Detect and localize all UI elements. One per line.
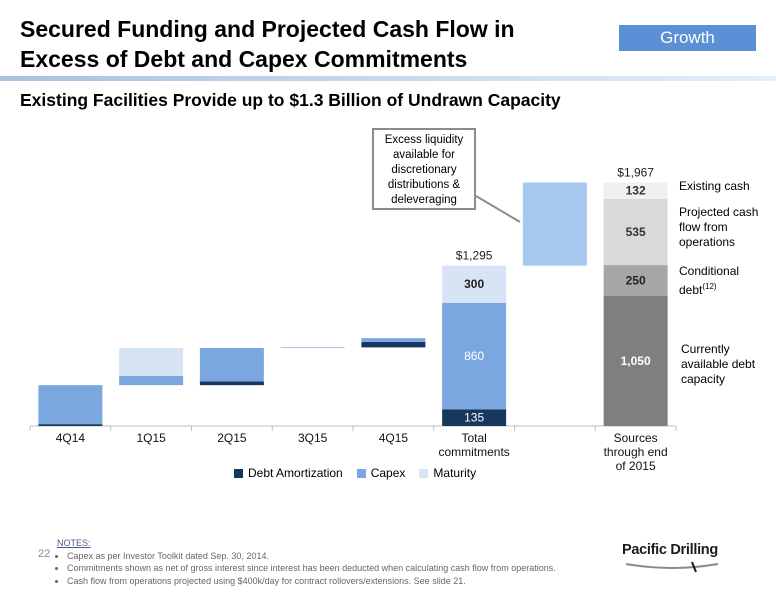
page-subtitle: Existing Facilities Provide up to $1.3 B…	[20, 90, 561, 110]
data-label-source: 132	[626, 184, 646, 198]
data-label-commitment: 135	[464, 411, 484, 425]
x-tick-label: 1Q15	[136, 431, 166, 445]
legend-swatch-capex	[356, 468, 366, 478]
note-item: Commitments shown as net of gross intere…	[67, 562, 556, 575]
bar-source-3	[603, 182, 668, 199]
legend-label-maturity: Maturity	[433, 466, 477, 480]
x-tick-label: 2Q15	[217, 431, 247, 445]
legend-maturity: Maturity	[419, 466, 476, 480]
x-tick-label: commitments	[438, 445, 509, 459]
page-title: Secured Funding and Projected Cash Flow …	[20, 16, 515, 72]
callout-connector	[475, 195, 521, 223]
page-number: 22	[38, 548, 51, 560]
data-label-source: 1,050	[621, 354, 651, 368]
legend-label-debt-amortization: Debt Amortization	[248, 466, 343, 480]
legend-swatch-maturity	[419, 468, 429, 478]
label-projected-cash-flow: Projected cash flow from operations	[679, 205, 759, 249]
x-tick-label: of 2015	[616, 459, 656, 473]
legend-debt-amortization: Debt Amortization	[234, 466, 343, 480]
bar-source-1	[603, 265, 668, 297]
data-label-source: 250	[626, 274, 646, 288]
excess-liquidity-callout: Excess liquidity available for discretio…	[372, 128, 476, 210]
x-tick-label: Sources	[614, 431, 658, 445]
bar-maturity	[442, 265, 507, 303]
bar-debt-amortization	[361, 341, 426, 348]
label-conditional-debt-text: Conditional debt	[679, 264, 740, 297]
x-tick-label: 4Q14	[56, 431, 86, 445]
company-logo: Pacific Drilling	[622, 542, 718, 558]
legend-capex: Capex	[356, 466, 406, 480]
notes-heading: NOTES:	[57, 538, 91, 548]
bar-capex	[199, 348, 264, 382]
bar-source-2	[603, 198, 668, 266]
label-currently-available: Currently available debt capacity	[681, 342, 756, 386]
bar-capex	[280, 347, 345, 349]
total-commitments-label: $1,295	[456, 249, 493, 263]
label-conditional-debt: Conditional debt(12)	[679, 264, 759, 298]
x-tick-label: Total	[461, 431, 486, 445]
note-item: Cash flow from operations projected usin…	[67, 575, 556, 588]
x-tick-label: 3Q15	[298, 431, 328, 445]
bar-source-0	[603, 296, 668, 426]
section-tag: Growth	[619, 25, 756, 51]
x-tick-label: 4Q15	[379, 431, 409, 445]
legend-label-capex: Capex	[370, 466, 406, 480]
bar-capex	[442, 302, 507, 410]
bar-debt-amortization	[38, 424, 103, 426]
label-existing-cash: Existing cash	[679, 179, 750, 193]
bar-excess-liquidity	[522, 182, 587, 266]
label-conditional-debt-note: (12)	[702, 282, 717, 291]
bar-capex	[361, 338, 426, 342]
x-tick-label: through end	[604, 445, 668, 459]
bar-capex	[38, 385, 103, 425]
data-label-commitment: 300	[464, 277, 484, 291]
data-label-source: 535	[626, 225, 646, 239]
chart-legend: Debt Amortization Capex Maturity	[234, 466, 490, 480]
total-sources-label: $1,967	[617, 165, 654, 179]
bar-maturity	[119, 348, 184, 376]
bar-debt-amortization	[199, 381, 264, 386]
bar-debt-amortization	[442, 409, 507, 426]
note-item: Capex as per Investor Toolkit dated Sep.…	[67, 550, 556, 563]
data-label-commitment: 860	[464, 349, 484, 363]
title-rule	[0, 76, 776, 81]
bar-capex	[119, 375, 184, 386]
legend-swatch-debt-amortization	[234, 468, 243, 478]
logo-swoosh-icon	[625, 561, 719, 573]
footnotes: NOTES: Capex as per Investor Toolkit dat…	[57, 537, 556, 587]
